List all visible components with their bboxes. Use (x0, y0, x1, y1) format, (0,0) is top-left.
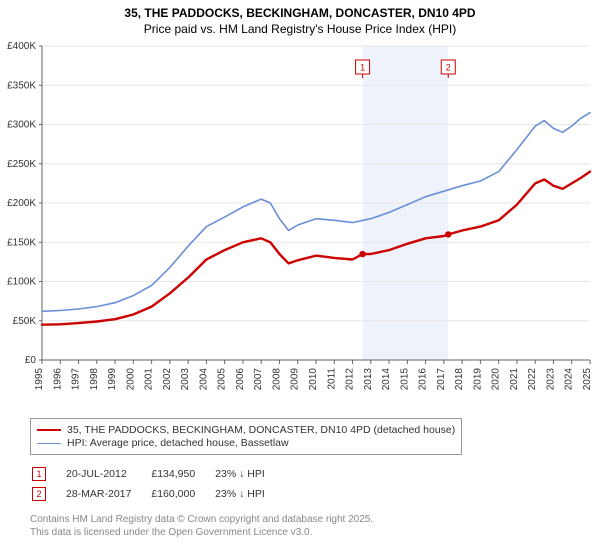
svg-text:2010: 2010 (308, 368, 319, 391)
legend-label: HPI: Average price, detached house, Bass… (67, 437, 289, 449)
svg-text:2: 2 (446, 63, 451, 73)
svg-text:2025: 2025 (582, 368, 593, 391)
chart-title: 35, THE PADDOCKS, BECKINGHAM, DONCASTER,… (0, 0, 600, 22)
table-row: 2 28-MAR-2017 £160,000 23% ↓ HPI (32, 485, 283, 503)
svg-text:2018: 2018 (454, 368, 465, 391)
table-row: 1 20-JUL-2012 £134,950 23% ↓ HPI (32, 465, 283, 483)
attribution-line: Contains HM Land Registry data © Crown c… (30, 513, 570, 526)
legend-swatch (37, 429, 61, 431)
svg-text:£250K: £250K (7, 159, 36, 170)
svg-text:1999: 1999 (107, 368, 118, 391)
svg-text:£150K: £150K (7, 237, 36, 248)
marker-delta: 23% ↓ HPI (215, 485, 283, 503)
line-chart-svg: £0 £50K £100K £150K £200K £250K £300K £350K £400… (0, 40, 600, 410)
marker-table: 1 20-JUL-2012 £134,950 23% ↓ HPI 2 28-MA… (30, 463, 285, 505)
svg-text:2004: 2004 (198, 368, 209, 391)
marker-date: 20-JUL-2012 (66, 465, 149, 483)
svg-text:2019: 2019 (472, 368, 483, 391)
svg-text:2014: 2014 (381, 368, 392, 391)
svg-text:2000: 2000 (125, 368, 136, 391)
svg-text:2013: 2013 (363, 368, 374, 391)
svg-text:1998: 1998 (89, 368, 100, 391)
attribution-line: This data is licensed under the Open Gov… (30, 526, 570, 539)
svg-text:2006: 2006 (235, 368, 246, 391)
marker-flag: 2 (32, 487, 46, 501)
svg-text:£200K: £200K (7, 198, 36, 209)
marker-price: £160,000 (151, 485, 213, 503)
svg-text:1996: 1996 (52, 368, 63, 391)
chart-area: £0 £50K £100K £150K £200K £250K £300K £350K £400… (0, 40, 600, 410)
svg-text:£100K: £100K (7, 277, 36, 288)
svg-text:2024: 2024 (564, 368, 575, 391)
svg-text:£350K: £350K (7, 80, 36, 91)
marker-price: £134,950 (151, 465, 213, 483)
legend-item: HPI: Average price, detached house, Bass… (37, 437, 455, 449)
svg-text:£0: £0 (25, 355, 37, 366)
svg-text:£400K: £400K (7, 41, 36, 52)
svg-text:2005: 2005 (217, 368, 228, 391)
svg-text:2016: 2016 (418, 368, 429, 391)
svg-text:2008: 2008 (271, 368, 282, 391)
svg-text:2001: 2001 (144, 368, 155, 391)
svg-text:2017: 2017 (436, 368, 447, 391)
svg-text:£300K: £300K (7, 120, 36, 131)
marker-delta: 23% ↓ HPI (215, 465, 283, 483)
svg-text:2012: 2012 (345, 368, 356, 391)
svg-text:2021: 2021 (509, 368, 520, 391)
svg-text:2007: 2007 (253, 368, 264, 391)
svg-text:2009: 2009 (290, 368, 301, 391)
svg-text:1: 1 (360, 63, 365, 73)
legend-item: 35, THE PADDOCKS, BECKINGHAM, DONCASTER,… (37, 424, 455, 436)
svg-text:2003: 2003 (180, 368, 191, 391)
svg-text:2020: 2020 (491, 368, 502, 391)
marker-date: 28-MAR-2017 (66, 485, 149, 503)
attribution: Contains HM Land Registry data © Crown c… (30, 513, 570, 539)
svg-text:2011: 2011 (326, 368, 337, 390)
svg-text:2022: 2022 (527, 368, 538, 391)
svg-text:2023: 2023 (545, 368, 556, 391)
marker-flag: 1 (32, 467, 46, 481)
svg-text:1997: 1997 (71, 368, 82, 391)
chart-subtitle: Price paid vs. HM Land Registry's House … (0, 22, 600, 38)
legend-label: 35, THE PADDOCKS, BECKINGHAM, DONCASTER,… (67, 424, 455, 436)
svg-text:£50K: £50K (13, 316, 37, 327)
svg-text:1995: 1995 (34, 368, 45, 391)
svg-text:2015: 2015 (399, 368, 410, 391)
chart-footer: 35, THE PADDOCKS, BECKINGHAM, DONCASTER,… (30, 418, 570, 539)
legend-swatch (37, 443, 61, 444)
legend: 35, THE PADDOCKS, BECKINGHAM, DONCASTER,… (30, 418, 462, 455)
svg-text:2002: 2002 (162, 368, 173, 391)
